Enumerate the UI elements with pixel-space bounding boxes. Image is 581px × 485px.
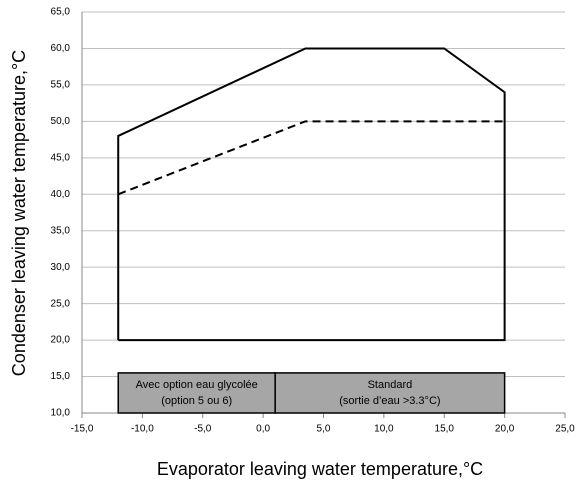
y-tick-label: 10,0: [51, 408, 71, 419]
x-tick-label: 0,0: [256, 424, 270, 435]
series-line: [117, 47, 506, 342]
series-line: [117, 120, 505, 196]
x-tick-label: -15,0: [71, 424, 94, 435]
region-label: (sortie d’eau >3.3°C): [339, 395, 440, 407]
region-box: [117, 372, 276, 414]
x-tick-label: 20,0: [495, 424, 515, 435]
y-tick-label: 60,0: [51, 43, 71, 54]
y-tick-label: 65,0: [51, 7, 71, 18]
x-axis-label: Evaporator leaving water temperature,°C: [157, 459, 483, 479]
y-tick-label: 20,0: [51, 335, 71, 346]
x-tick-label: -10,0: [131, 424, 154, 435]
y-tick-label: 30,0: [51, 262, 71, 273]
region-label: (option 5 ou 6): [161, 395, 232, 407]
x-tick-label: -5,0: [194, 424, 212, 435]
y-tick-label: 25,0: [51, 298, 71, 309]
region-box: [274, 372, 506, 414]
y-tick-label: 45,0: [51, 152, 71, 163]
region-label: Standard: [368, 379, 413, 391]
region-label: Avec option eau glycolée: [136, 379, 258, 391]
x-tick-label: 25,0: [555, 424, 575, 435]
y-tick-label: 55,0: [51, 80, 71, 91]
x-tick-label: 10,0: [374, 424, 394, 435]
y-tick-label: 15,0: [51, 371, 71, 382]
y-tick-label: 35,0: [51, 225, 71, 236]
y-axis-label: Condenser leaving water temperature,°C: [9, 50, 29, 376]
x-tick-label: 5,0: [317, 424, 331, 435]
y-tick-label: 50,0: [51, 116, 71, 127]
x-tick-label: 15,0: [435, 424, 455, 435]
y-tick-label: 40,0: [51, 189, 71, 200]
